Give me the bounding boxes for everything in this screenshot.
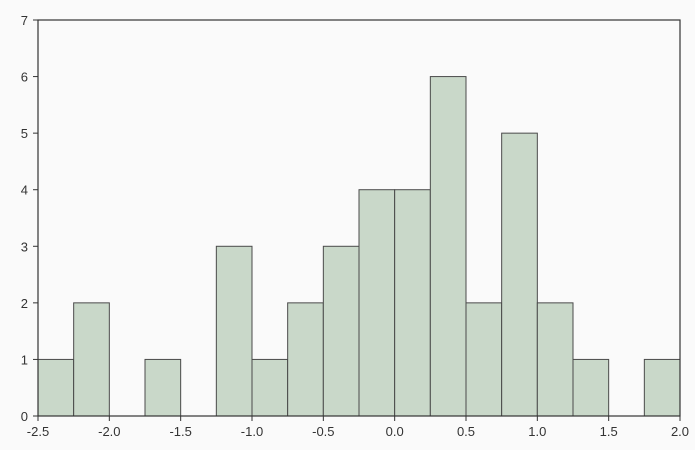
histogram-bar-15 [572, 358, 610, 417]
x-tick-label-4: -0.5 [312, 424, 334, 439]
x-tick-label-1: -2.0 [98, 424, 120, 439]
histogram-bar-11 [429, 76, 467, 417]
histogram-bar-0 [37, 358, 75, 417]
histogram-bar-8 [322, 245, 360, 417]
axes-layer [37, 19, 681, 417]
y-tick-label-4: 4 [21, 183, 28, 198]
x-tick-label-0: -2.5 [27, 424, 49, 439]
histogram-bar-9 [358, 189, 396, 417]
x-tick-label-6: 0.5 [457, 424, 475, 439]
histogram-bar-7 [287, 302, 324, 417]
x-tick-label-8: 1.5 [600, 424, 618, 439]
ticks-layer: 0 1 2 3 4 5 6 7 -2.5 -2.0 -1.5 -1.0 -0.5 0.0 0.5 1.0 1.5… [21, 13, 689, 439]
histogram-bar-3 [144, 358, 182, 417]
histogram-bar-5 [215, 245, 253, 417]
y-tick-label-5: 5 [21, 126, 28, 141]
x-tick-label-3: -1.0 [241, 424, 263, 439]
plot-frame [37, 19, 681, 417]
x-tick-label-9: 2.0 [671, 424, 689, 439]
y-tick-label-7: 7 [21, 13, 28, 28]
histogram-bar-17 [643, 358, 681, 417]
x-tick-label-7: 1.0 [528, 424, 546, 439]
histogram-bar-6 [251, 358, 289, 417]
histogram-bar-12 [465, 302, 503, 417]
x-tick-label-2: -1.5 [169, 424, 191, 439]
x-tick-label-5: 0.0 [386, 424, 404, 439]
histogram-bar-1 [73, 302, 110, 417]
y-tick-label-3: 3 [21, 239, 28, 254]
histogram-bar-10 [394, 189, 431, 417]
y-tick-label-2: 2 [21, 296, 28, 311]
y-tick-label-1: 1 [21, 352, 28, 367]
histogram-bar-14 [536, 302, 574, 417]
bars-layer [37, 76, 681, 417]
histogram-bar-13 [501, 132, 538, 417]
y-tick-label-6: 6 [21, 70, 28, 85]
y-tick-label-0: 0 [21, 409, 28, 424]
